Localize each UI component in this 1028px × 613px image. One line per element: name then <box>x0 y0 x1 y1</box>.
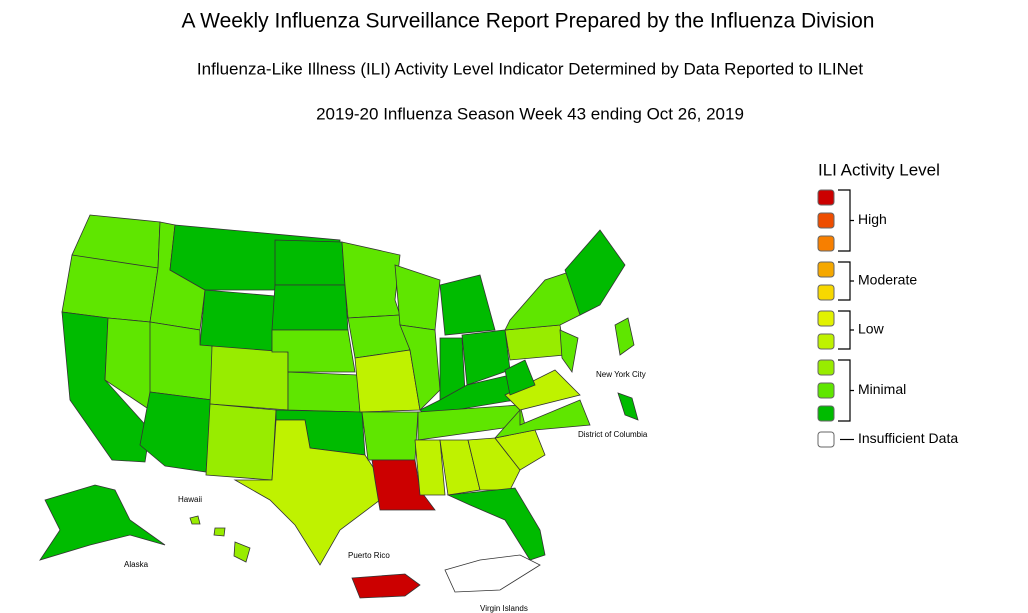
legend-bracket <box>838 359 854 422</box>
season: 2019-20 Influenza Season Week 43 ending … <box>316 104 744 123</box>
map-label: Hawaii <box>178 495 202 504</box>
legend-bracket <box>838 310 854 350</box>
legend-swatch <box>817 235 835 252</box>
legend-label: High <box>858 211 887 227</box>
legend-swatch <box>817 333 835 350</box>
legend-bracket <box>838 261 854 301</box>
legend-swatch <box>817 189 835 206</box>
legend-bracket <box>838 189 854 252</box>
legend-swatch <box>817 284 835 301</box>
legend-swatch <box>817 431 835 448</box>
legend-title: ILI Activity Level <box>818 160 940 179</box>
us-map <box>39 214 639 599</box>
title: A Weekly Influenza Surveillance Report P… <box>182 10 875 33</box>
legend-swatch <box>817 261 835 278</box>
legend-swatch <box>817 359 835 376</box>
map-label: Virgin Islands <box>480 604 528 613</box>
legend-label: Moderate <box>858 272 917 288</box>
map-label: Puerto Rico <box>348 551 390 560</box>
legend-label: Low <box>858 321 885 337</box>
legend-label: Minimal <box>858 381 906 397</box>
map-label: District of Columbia <box>578 430 648 439</box>
legend-swatch <box>817 310 835 327</box>
legend-swatch <box>817 405 835 422</box>
map-label: Alaska <box>124 560 149 569</box>
map-label: New York City <box>596 370 646 379</box>
subtitle: Influenza-Like Illness (ILI) Activity Le… <box>197 59 863 78</box>
legend-label: Insufficient Data <box>858 430 958 446</box>
legend-swatch <box>817 382 835 399</box>
legend-swatch <box>817 212 835 229</box>
